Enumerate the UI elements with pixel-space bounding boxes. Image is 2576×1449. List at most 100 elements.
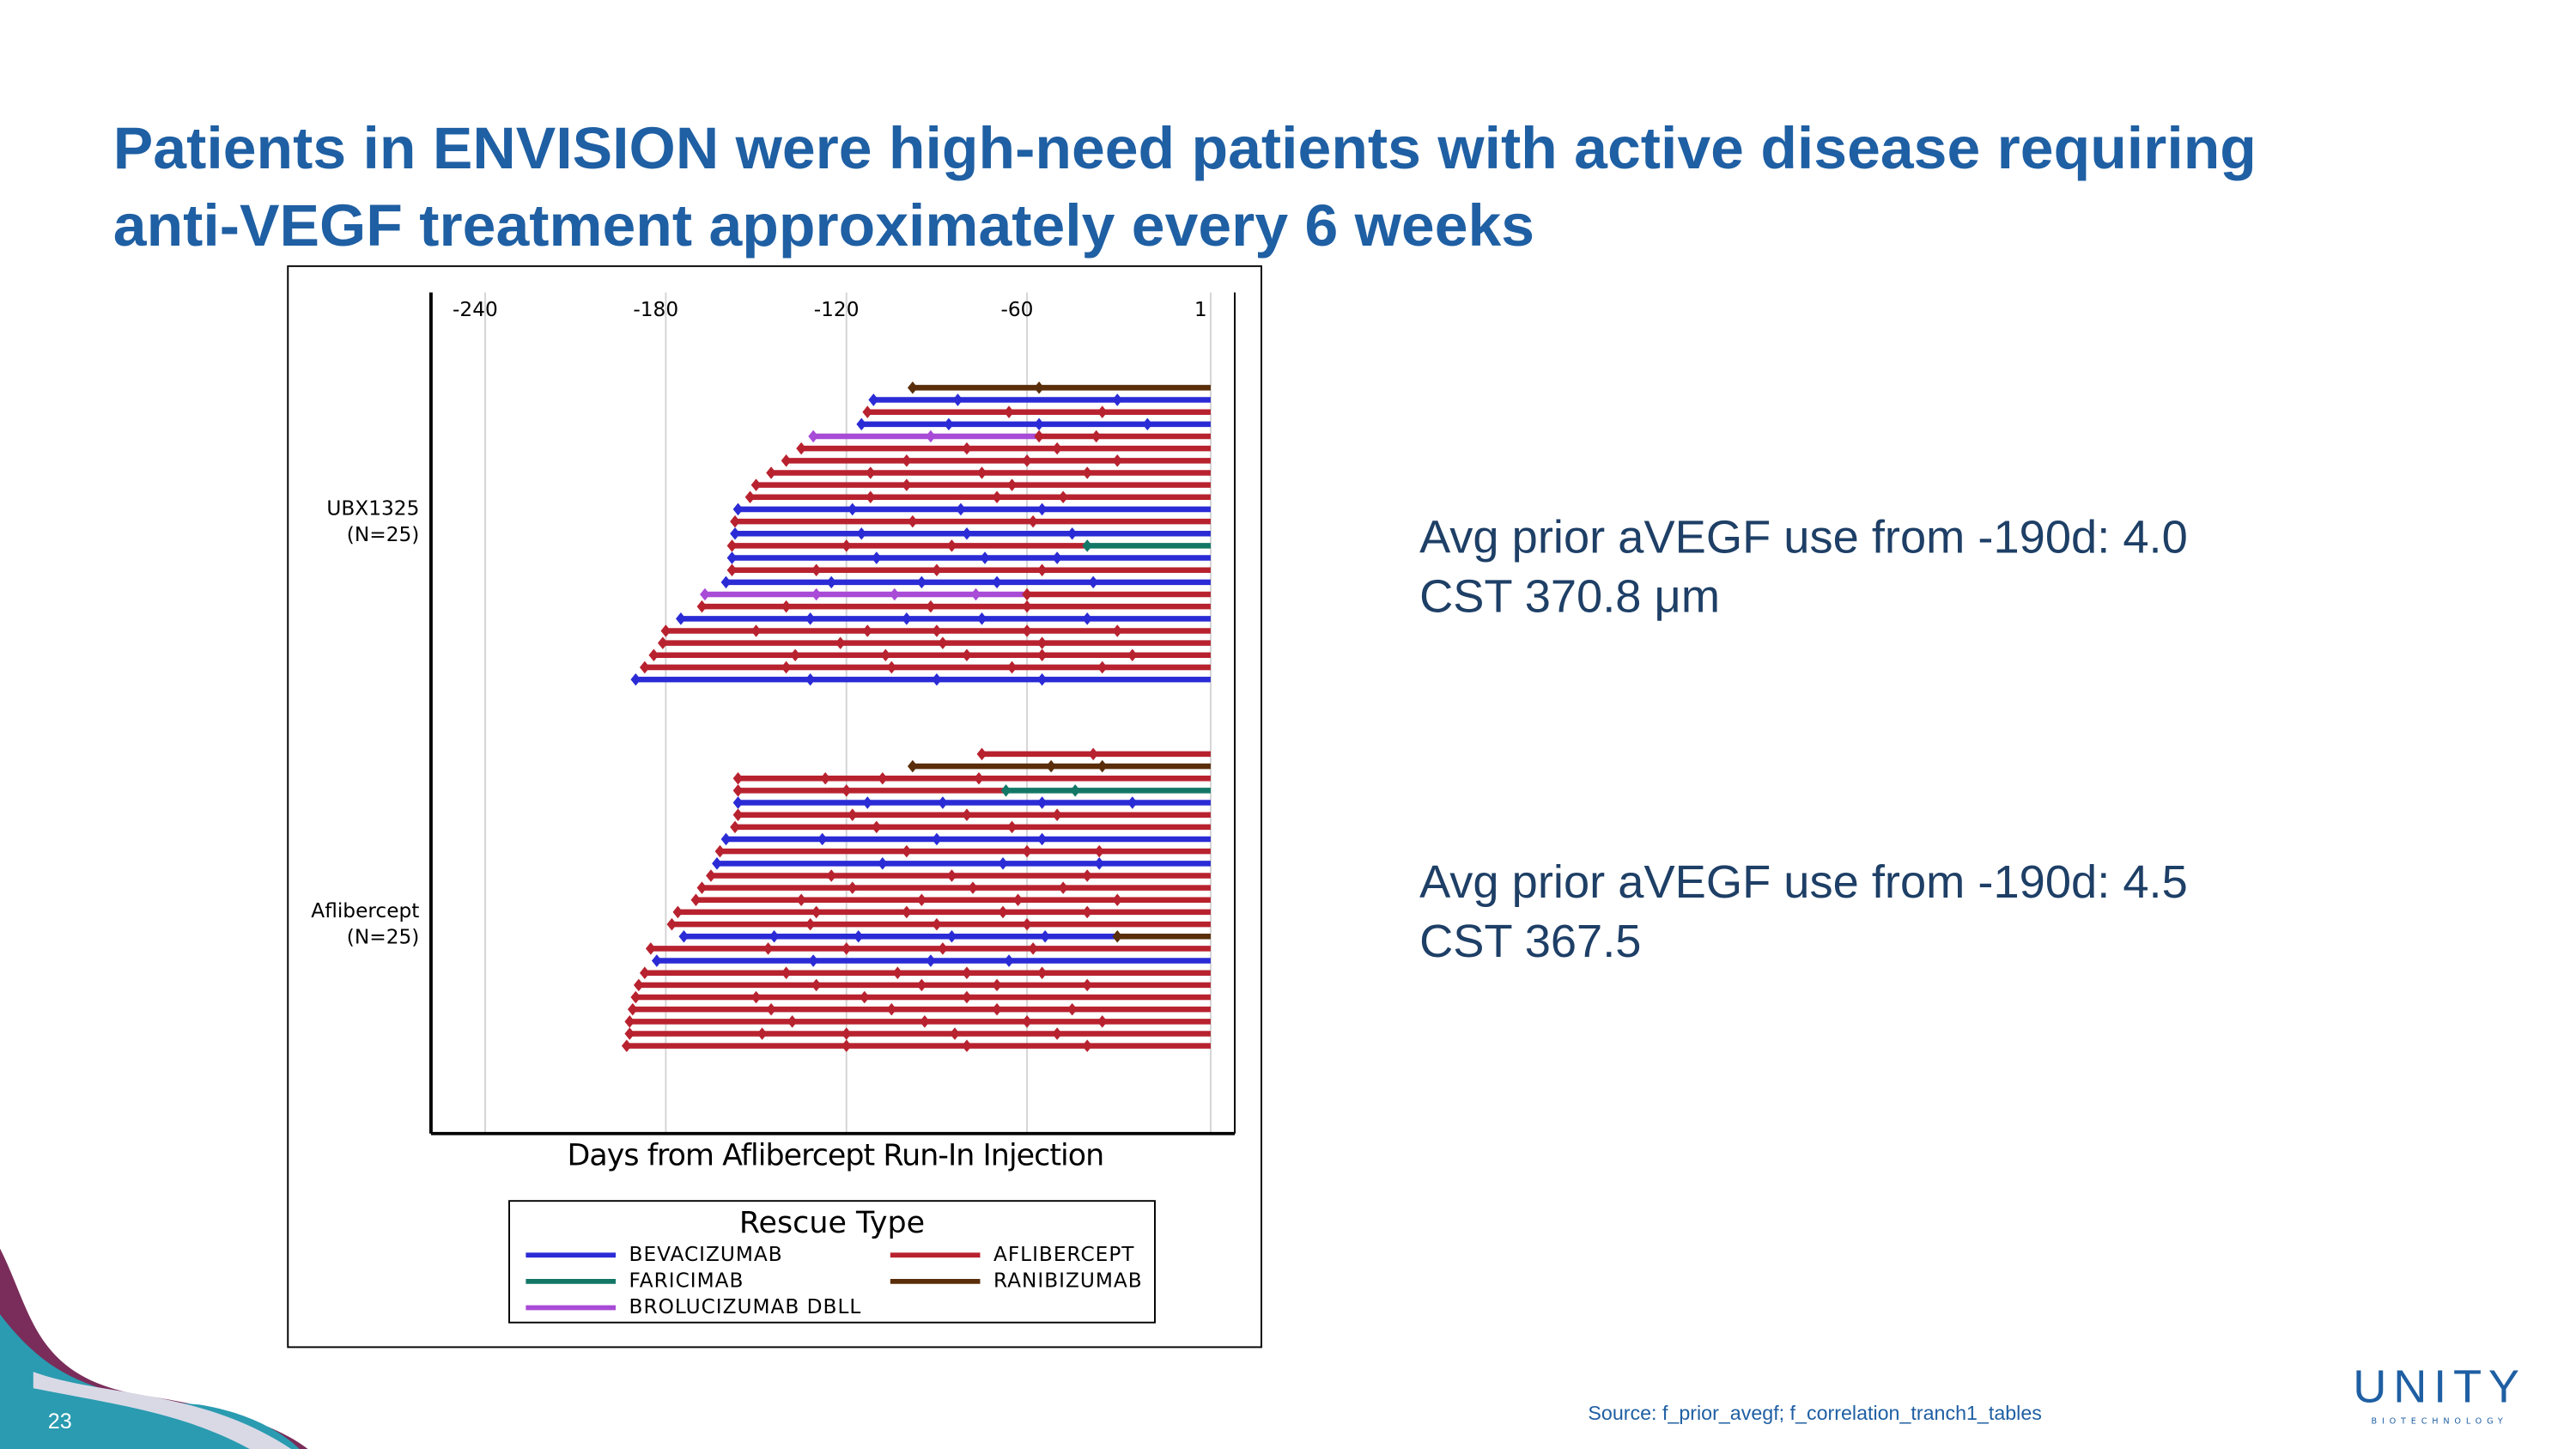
injection	[962, 441, 972, 455]
group-n: (N=25)	[347, 524, 420, 546]
injection	[811, 978, 822, 992]
injection	[938, 942, 948, 955]
injection	[811, 563, 822, 576]
source: Source: f_prior_avegf; f_correlation_tra…	[1588, 1402, 2041, 1424]
injection	[750, 478, 762, 491]
injection	[980, 551, 990, 564]
injection	[808, 429, 819, 443]
injection	[781, 661, 792, 674]
injection	[726, 551, 738, 564]
injection	[932, 563, 942, 576]
injection	[781, 966, 792, 979]
x-tick-label: -240	[453, 299, 498, 321]
injection	[932, 917, 942, 931]
injection	[690, 893, 702, 907]
injection	[901, 478, 912, 491]
injection	[880, 648, 891, 662]
title: anti-VEGF treatment approximately every …	[113, 192, 1534, 258]
injection	[901, 905, 912, 919]
injection	[1127, 648, 1138, 662]
swoosh	[0, 1314, 300, 1449]
injection	[1058, 490, 1069, 504]
note: CST 367.5	[1419, 916, 1641, 967]
injection	[826, 575, 837, 589]
injection	[730, 514, 740, 528]
injection	[962, 1039, 972, 1052]
injection	[1112, 929, 1123, 943]
injection	[712, 857, 722, 870]
injection	[805, 673, 816, 686]
injection	[932, 673, 942, 686]
injection	[1112, 893, 1123, 907]
injection	[1066, 527, 1078, 540]
injection	[730, 527, 740, 540]
injection	[856, 527, 867, 540]
injection	[946, 539, 957, 552]
note: CST 370.8 μm	[1419, 571, 1720, 623]
injection	[766, 466, 776, 479]
injection	[790, 648, 801, 662]
injection	[970, 588, 981, 601]
injection	[1046, 759, 1057, 773]
injection	[1112, 624, 1123, 637]
injection	[1112, 454, 1123, 467]
injection	[1022, 454, 1032, 467]
injection	[841, 784, 852, 797]
injection	[732, 796, 744, 809]
injection	[976, 466, 987, 479]
injection	[796, 441, 807, 455]
injection	[1082, 1039, 1093, 1052]
injection	[1112, 393, 1123, 406]
injection	[901, 844, 912, 858]
injection	[1022, 588, 1032, 601]
chart-frame	[287, 265, 1262, 1349]
injection	[926, 429, 936, 443]
injection	[952, 393, 963, 406]
injection	[862, 796, 873, 809]
injection	[1082, 869, 1093, 882]
injection	[672, 905, 683, 919]
injection	[853, 929, 864, 943]
group-label: Aflibercept	[311, 900, 419, 922]
injection	[627, 1002, 638, 1016]
injection	[1034, 417, 1044, 431]
injection	[769, 929, 780, 943]
injection	[901, 612, 912, 625]
group-n: (N=25)	[347, 927, 420, 949]
injection	[645, 942, 656, 955]
legend-label: BROLUCIZUMAB DBLL	[629, 1296, 862, 1318]
legend-label: AFLIBERCEPT	[993, 1244, 1135, 1266]
injection	[732, 502, 744, 516]
group-label: UBX1325	[326, 498, 419, 521]
injection	[962, 527, 972, 540]
injection	[744, 490, 756, 504]
injection	[841, 1039, 852, 1052]
injection	[1091, 429, 1102, 443]
injection	[877, 857, 888, 870]
injection	[726, 563, 738, 576]
injection	[946, 929, 957, 943]
injection	[648, 648, 659, 662]
injection	[962, 990, 972, 1004]
injection	[1082, 612, 1093, 625]
injection	[1058, 881, 1069, 894]
injection	[1022, 917, 1032, 931]
injection	[976, 747, 987, 761]
injection	[847, 502, 858, 516]
injection	[826, 869, 837, 882]
x-tick-label: -60	[1000, 299, 1033, 321]
note: Avg prior aVEGF use from -190d: 4.5	[1419, 856, 2188, 908]
injection	[726, 539, 738, 552]
injection	[1022, 844, 1032, 858]
injection	[1082, 905, 1093, 919]
injection	[714, 844, 726, 858]
injection	[624, 1015, 635, 1028]
injection	[1094, 857, 1105, 870]
injection	[998, 905, 1008, 919]
injection	[889, 588, 900, 601]
x-tick-label: -180	[633, 299, 678, 321]
injection	[787, 1015, 798, 1028]
injection	[976, 612, 987, 625]
injection	[1088, 575, 1099, 589]
injection	[956, 502, 966, 516]
